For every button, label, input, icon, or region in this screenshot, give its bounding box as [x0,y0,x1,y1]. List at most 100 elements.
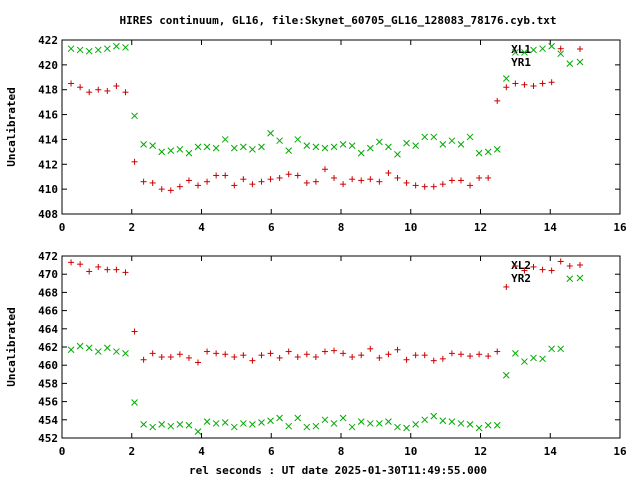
top-series-2-point-46-d2 [484,148,492,156]
bottom-legend-symbol-2-d2 [576,274,584,282]
bottom-series-2-point-16 [212,420,220,427]
bottom-series-2-point-52 [539,355,546,363]
bottom-series-2-point-52-d2 [539,355,546,363]
bottom-ytick-label-9: 470 [38,268,58,281]
bottom-series-1-point-46 [485,353,492,360]
bottom-series-1-point-13 [185,354,192,361]
bottom-series-2-point-21-d2 [258,419,265,426]
top-series-2-point-54 [557,50,565,58]
top-series-1-point-50 [521,81,528,88]
top-series-2-point-52 [539,45,546,53]
bottom-series-1-point-21 [258,352,265,359]
top-ytick-label-6: 420 [38,59,58,72]
bottom-series-1-point-16 [213,350,220,357]
bottom-series-2-point-42-d2 [448,418,456,425]
bottom-series-2-point-22 [267,417,274,425]
bottom-ytick-label-6: 464 [38,323,58,336]
top-xtick-label-8: 16 [613,221,627,234]
top-series-2-point-6-d2 [122,44,129,51]
top-series-2-point-14-d2 [194,143,202,151]
top-series-1-point-12 [176,183,183,190]
top-series-2-point-32-d2 [357,149,365,157]
top-series-2-point-33 [366,144,374,152]
bottom-series-1-point-8 [140,356,147,363]
bottom-series-2-point-27 [312,422,320,430]
bottom-series-2-point-24 [285,422,293,430]
bottom-series-1-point-2 [86,268,93,275]
bottom-series-1-point-31 [349,354,356,361]
bottom-series-1-point-47 [494,348,501,355]
bottom-series-2-point-3-d2 [94,348,102,355]
bottom-series-2-point-41-d2 [439,417,447,425]
top-series-2-point-9-d2 [149,142,157,149]
bottom-series-2-point-2 [85,344,93,352]
bottom-series-2-point-45-d2 [475,424,483,432]
bottom-series-2-point-11-d2 [167,422,175,430]
top-series-2-point-17-d2 [221,136,229,143]
top-series-2-point-55-d2 [566,60,574,67]
bottom-legend-label-1: XL2 [511,259,531,272]
bottom-series-2-point-48-d2 [502,371,510,379]
top-series-2-point-53 [548,42,555,50]
bottom-series-2-point-0-d2 [67,346,75,354]
top-series-2-point-0 [67,45,75,53]
top-series-2-point-34-d2 [376,138,383,146]
top-xtick-label-0: 0 [59,221,66,234]
bottom-series-1-point-11 [167,354,174,361]
bottom-series-2-point-22-d2 [267,417,274,425]
bottom-series-2-point-30 [339,414,347,422]
top-series-2-point-4 [103,45,111,53]
top-series-2-point-11 [167,147,175,154]
top-series-2-point-51-d2 [530,46,537,54]
top-series-1-point-29 [331,174,338,181]
top-series-2-point-2 [85,47,93,55]
bottom-series-2-point-12-d2 [176,420,184,428]
bottom-series-2-point-10-d2 [158,420,166,428]
top-series-2-point-38 [412,142,419,149]
bottom-series-1-point-38 [412,352,419,359]
bottom-series-2-point-53-d2 [548,345,555,353]
bottom-series-1-point-23 [276,354,283,361]
top-xtick-label-6: 12 [474,221,487,234]
bottom-series-2-point-15 [203,418,211,425]
bottom-series-2-point-15-d2 [203,418,211,425]
bottom-series-2-point-13 [185,421,193,429]
top-series-1-point-30 [340,181,347,188]
top-series-2-point-40-d2 [430,133,438,141]
bottom-series-1-point-12 [176,351,183,358]
top-series-2-point-4-d2 [103,45,111,53]
top-series-1-point-36 [394,174,401,181]
bottom-series-2-point-6 [122,350,129,357]
bottom-series-2-point-17 [221,419,229,426]
bottom-series-2-point-40-d2 [430,412,438,420]
top-series-2-point-10-d2 [158,148,166,156]
bottom-series-1-point-33 [367,345,374,352]
bottom-series-2-point-5 [113,348,120,355]
bottom-series-2-point-54-d2 [557,345,565,353]
bottom-series-2-point-19-d2 [239,420,247,427]
top-series-2-point-37 [403,139,410,147]
top-series-1-point-14 [195,182,202,189]
top-xtick-label-2: 4 [198,221,205,234]
top-series-2-point-49 [512,49,519,56]
top-series-2-point-31 [348,142,356,149]
bottom-series-2-point-34 [376,420,383,427]
bottom-series-2-point-33 [366,420,374,427]
top-series-2-point-20-d2 [249,146,256,153]
top-series-1-point-51 [530,82,537,89]
bottom-series-1-point-10 [158,354,165,361]
bottom-series-2-point-8-d2 [140,420,147,428]
bottom-xtick-label-0: 0 [59,445,66,458]
top-series-2-point-2-d2 [85,47,93,55]
bottom-series-2-point-27-d2 [312,422,320,430]
top-series-2-point-16 [212,144,220,152]
bottom-axis-ticks: 0 2 4 6 8 10 12 14 16452454456458460462464466468… [38,250,627,458]
top-series-2-point-38-d2 [412,142,419,149]
top-series-1-point-35 [385,169,392,176]
bottom-series-2-point-36-d2 [394,423,401,431]
bottom-series-1-point-36 [394,346,401,353]
bottom-series-2-point-18 [230,423,238,431]
bottom-series-2-point-38 [412,420,419,428]
top-axis-ticks: 0 2 4 6 8 10 12 14 16 408 410 412 414 416 418 420 422 [38,34,627,234]
